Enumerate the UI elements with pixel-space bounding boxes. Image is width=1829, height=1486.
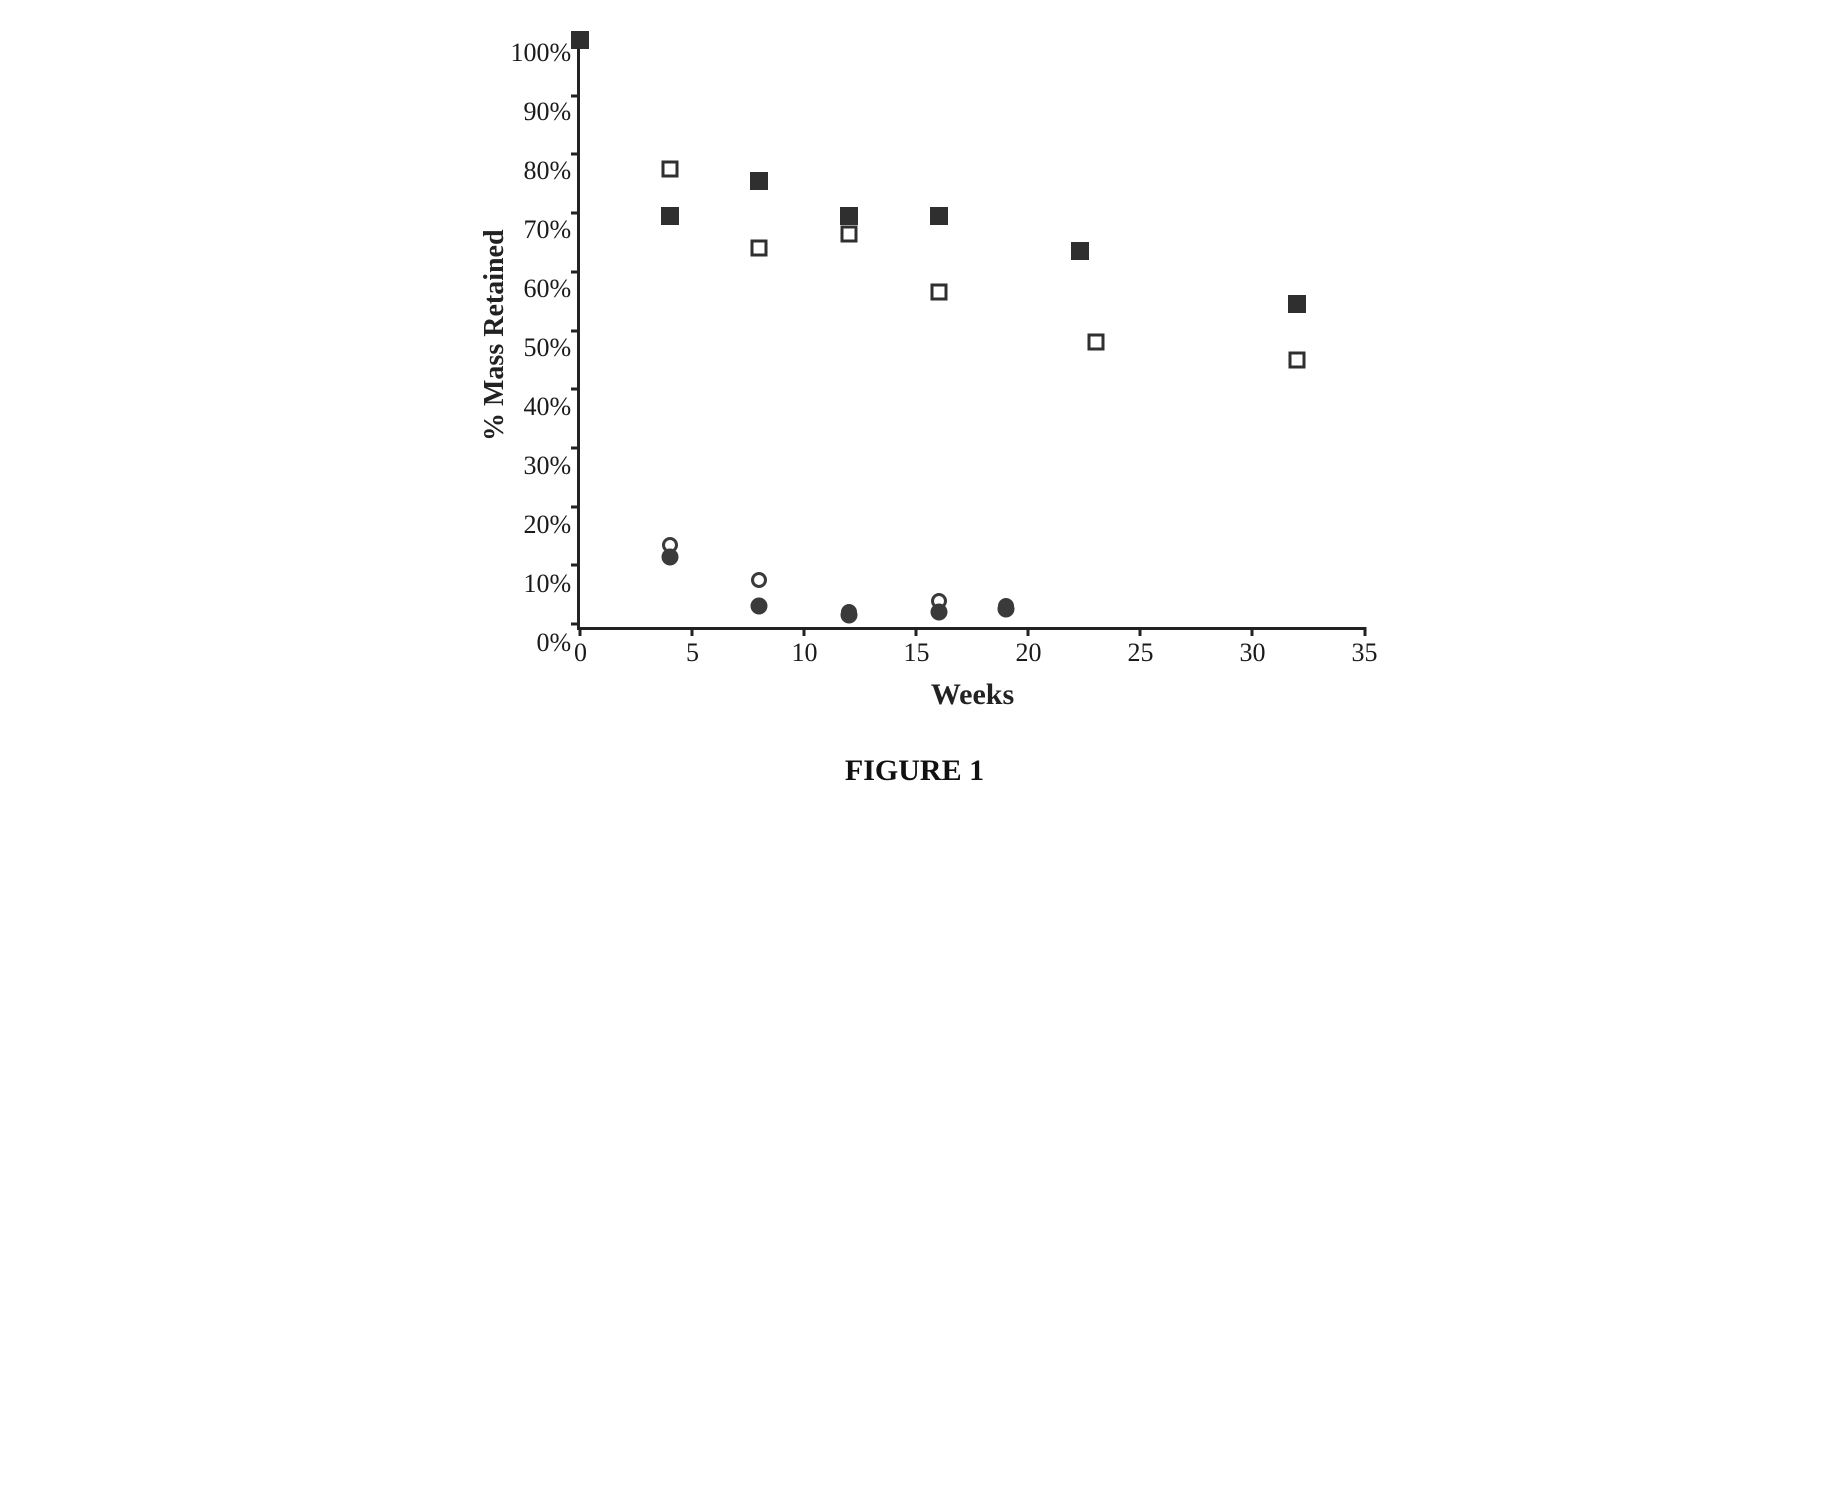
- y-tick-labels: 100%90%80%70%60%50%40%30%20%10%0%: [511, 40, 578, 630]
- x-tick-label: 5: [686, 638, 699, 668]
- y-tick: [571, 505, 580, 508]
- y-tick: [571, 153, 580, 156]
- data-point: [930, 207, 948, 225]
- x-tick-label: 35: [1352, 638, 1378, 668]
- data-point: [841, 604, 857, 620]
- y-tick: [571, 388, 580, 391]
- y-tick: [571, 212, 580, 215]
- data-point: [1087, 334, 1104, 351]
- y-tick: [571, 270, 580, 273]
- x-tick-label: 20: [1016, 638, 1042, 668]
- x-tick-label: 25: [1128, 638, 1154, 668]
- data-point: [751, 240, 768, 257]
- plot-area: [577, 40, 1364, 630]
- y-tick: [571, 94, 580, 97]
- y-tick: [571, 564, 580, 567]
- y-axis-label: % Mass Retained: [465, 40, 511, 630]
- chart-container: % Mass Retained 100%90%80%70%60%50%40%30…: [465, 40, 1365, 788]
- y-tick: [571, 329, 580, 332]
- data-point: [1071, 242, 1089, 260]
- data-point: [662, 537, 678, 553]
- y-tick: [571, 446, 580, 449]
- data-point: [750, 172, 768, 190]
- y-tick: [571, 623, 580, 626]
- x-tick-labels: 05101520253035: [581, 630, 1365, 672]
- data-point: [840, 207, 858, 225]
- figure-caption: FIGURE 1: [465, 754, 1365, 788]
- data-point: [751, 572, 767, 588]
- plot-wrap: % Mass Retained 100%90%80%70%60%50%40%30…: [465, 40, 1365, 630]
- data-point: [751, 598, 768, 615]
- x-tick-label: 10: [792, 638, 818, 668]
- data-point: [930, 284, 947, 301]
- x-axis-area: 05101520253035 Weeks: [581, 630, 1365, 712]
- x-tick-label: 30: [1240, 638, 1266, 668]
- data-point: [661, 161, 678, 178]
- data-point: [661, 207, 679, 225]
- data-point: [841, 225, 858, 242]
- data-point: [998, 598, 1014, 614]
- data-point: [1289, 351, 1306, 368]
- data-point: [931, 593, 947, 609]
- data-point: [572, 32, 589, 49]
- x-tick-label: 0: [574, 638, 587, 668]
- x-axis-row: 05101520253035 Weeks: [465, 630, 1365, 712]
- x-tick-label: 15: [904, 638, 930, 668]
- data-point: [1288, 295, 1306, 313]
- x-axis-label: Weeks: [581, 678, 1365, 712]
